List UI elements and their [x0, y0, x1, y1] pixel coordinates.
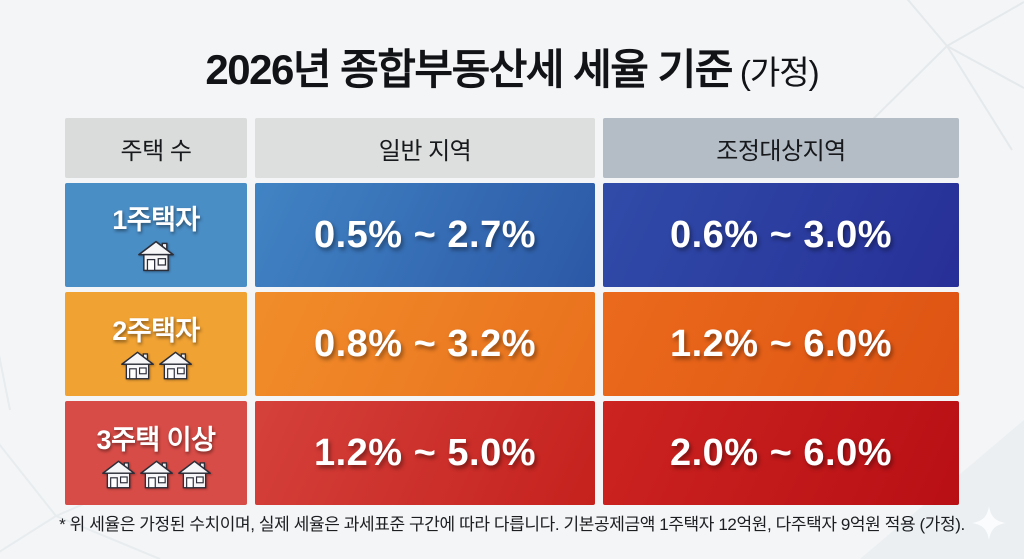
row2-adjusted-rate: 1.2% ~ 6.0% — [669, 322, 893, 365]
row2-general-rate: 0.8% ~ 3.2% — [313, 322, 537, 365]
page-title-text: 2026년 종합부동산세 세율 기준 — [205, 46, 733, 93]
row1-general-rate: 0.5% ~ 2.7% — [313, 213, 537, 256]
row1-adjusted-rate-cell: 0.6% ~ 3.0% — [603, 183, 959, 287]
house-icon — [139, 460, 173, 488]
house-icon — [138, 240, 174, 272]
house-icon — [158, 351, 192, 379]
tax-rate-table: 주택 수 일반 지역 조정대상지역 1주택자 0.5% ~ 2.7% — [65, 118, 959, 505]
row2-label-cell: 2주택자 — [65, 292, 247, 396]
row3-adjusted-rate: 2.0% ~ 6.0% — [669, 431, 893, 474]
row3-adjusted-rate-cell: 2.0% ~ 6.0% — [603, 401, 959, 505]
page-title: 2026년 종합부동산세 세율 기준 (가정) — [0, 36, 1024, 97]
house-icon — [120, 351, 154, 379]
house-icon — [101, 460, 135, 488]
header-cell-general-area: 일반 지역 — [255, 118, 595, 178]
row1-adjusted-rate: 0.6% ~ 3.0% — [669, 213, 893, 256]
row3-label: 3주택 이상 — [96, 424, 216, 455]
house-icon — [177, 460, 211, 488]
header-cell-adjusted-area: 조정대상지역 — [603, 118, 959, 178]
row2-label: 2주택자 — [112, 315, 200, 346]
row3-general-rate: 1.2% ~ 5.0% — [313, 431, 537, 474]
row1-house-icons — [138, 240, 174, 272]
row2-house-icons — [120, 351, 192, 380]
row1-label-cell: 1주택자 — [65, 183, 247, 287]
row1-label: 1주택자 — [112, 205, 200, 235]
header-cell-house-count: 주택 수 — [65, 118, 247, 178]
row3-label-cell: 3주택 이상 — [65, 401, 247, 505]
row1-general-rate-cell: 0.5% ~ 2.7% — [255, 183, 595, 287]
header-house-count-label: 주택 수 — [120, 137, 192, 165]
page-title-suffix: (가정) — [739, 54, 820, 91]
footnote: * 위 세율은 가정된 수치이며, 실제 세율은 과세표준 구간에 따라 다릅니… — [59, 515, 965, 534]
header-adjusted-area-label: 조정대상지역 — [716, 137, 846, 165]
header-general-area-label: 일반 지역 — [378, 137, 472, 165]
row2-general-rate-cell: 0.8% ~ 3.2% — [255, 292, 595, 396]
row2-adjusted-rate-cell: 1.2% ~ 6.0% — [603, 292, 959, 396]
row3-general-rate-cell: 1.2% ~ 5.0% — [255, 401, 595, 505]
row3-house-icons — [101, 460, 211, 489]
